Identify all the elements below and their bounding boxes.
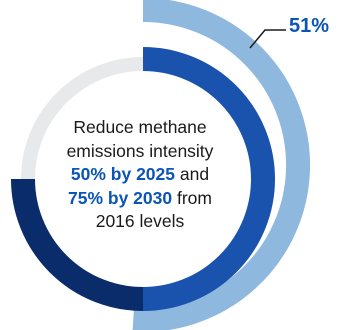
center-line-4: 75% by 2030 from	[68, 187, 212, 208]
outer-ring-arc	[132, 0, 310, 330]
center-line-3: 50% by 2025 and	[70, 164, 210, 184]
target-2025: 50% by 2025	[70, 164, 176, 184]
center-line-5: 2016 levels	[95, 211, 185, 231]
center-line-2: emissions intensity	[66, 140, 214, 161]
inner-ring-arc-highlight	[11, 178, 144, 311]
center-statement: Reduce methane emissions intensity 50% b…	[40, 116, 240, 234]
center-line-1: Reduce methane	[73, 117, 207, 137]
callout-leader-line	[249, 29, 286, 49]
callout-value-label: 51%	[289, 15, 330, 37]
target-2030: 75% by 2030	[68, 187, 173, 208]
inner-ring-arc-segment	[142, 47, 275, 311]
